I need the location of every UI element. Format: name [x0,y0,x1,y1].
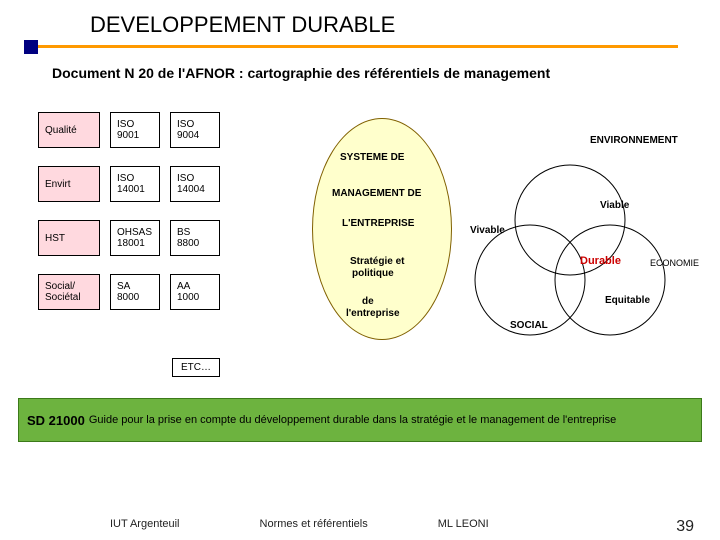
category-cell: Envirt [38,166,100,202]
accent-rule [38,45,678,48]
table-row: Envirt ISO 14001 ISO 14004 [38,166,220,202]
venn-label-equitable: Equitable [605,295,649,306]
footer-center: Normes et référentiels [260,518,368,530]
etc-cell: ETC… [172,358,220,377]
standard-cell: BS 8800 [170,220,220,256]
ellipse-line: L'ENTREPRISE [342,218,414,229]
slide-footer: IUT Argenteuil Normes et référentiels ML… [0,518,720,530]
venn-label-economy: ECONOMIE [650,258,699,268]
ellipse-line: de [362,296,374,307]
sd21000-lead: SD 21000 [27,413,85,428]
table-row: Qualité ISO 9001 ISO 9004 [38,112,220,148]
standard-cell: OHSAS 18001 [110,220,160,256]
ellipse-line: Stratégie et [350,256,404,267]
ellipse-line: l'entreprise [346,308,400,319]
footer-left: IUT Argenteuil [110,518,180,530]
standard-cell: ISO 14001 [110,166,160,202]
ellipse-line: MANAGEMENT DE [332,188,421,199]
ellipse-line: politique [352,268,394,279]
standard-cell: AA 1000 [170,274,220,310]
footer-right: ML LEONI [438,518,489,530]
table-row: HST OHSAS 18001 BS 8800 [38,220,220,256]
sd21000-band: SD 21000 Guide pour la prise en compte d… [18,398,702,442]
venn-label-social: SOCIAL [510,320,548,331]
standard-cell: ISO 14004 [170,166,220,202]
sd21000-text: Guide pour la prise en compte du dévelop… [89,414,616,426]
category-cell: HST [38,220,100,256]
category-cell: Social/ Sociétal [38,274,100,310]
ellipse-line: SYSTEME DE [340,152,404,163]
standard-cell: SA 8000 [110,274,160,310]
page-title: DEVELOPPEMENT DURABLE [90,12,720,38]
page-number: 39 [676,518,694,536]
table-row: Social/ Sociétal SA 8000 AA 1000 [38,274,220,310]
venn-label-viable: Viable [600,200,629,211]
venn-label-environment: ENVIRONNEMENT [590,135,678,146]
category-cell: Qualité [38,112,100,148]
venn-label-durable: Durable [580,255,621,267]
venn-label-vivable: Vivable [470,225,505,236]
standards-table: Qualité ISO 9001 ISO 9004 Envirt ISO 140… [38,112,220,328]
subtitle: Document N 20 de l'AFNOR : cartographie … [52,65,612,81]
venn-diagram: ENVIRONNEMENT ECONOMIE SOCIAL Viable Viv… [450,160,690,360]
venn-circle-social [475,225,585,335]
accent-square [24,40,38,54]
standard-cell: ISO 9004 [170,112,220,148]
standard-cell: ISO 9001 [110,112,160,148]
